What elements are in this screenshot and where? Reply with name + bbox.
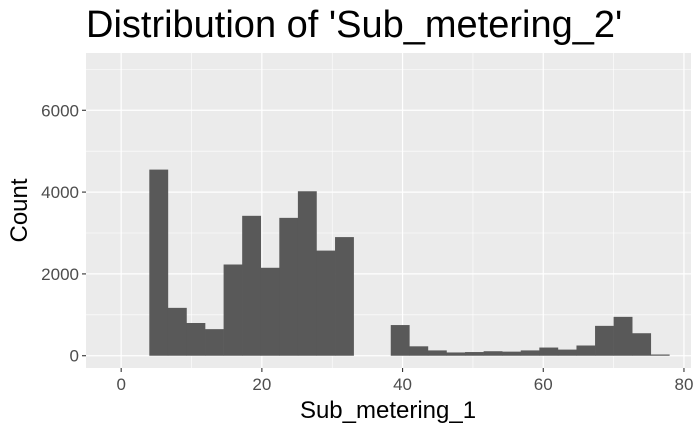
histogram-bar <box>539 347 559 356</box>
x-tick-label: 80 <box>675 375 694 394</box>
y-tick-label: 4000 <box>41 183 79 202</box>
histogram-bar <box>613 316 633 356</box>
histogram-bar <box>632 333 652 356</box>
y-axis: 0 2000 4000 6000 <box>41 101 86 366</box>
y-axis-title: Count <box>6 178 33 242</box>
x-tick-label: 0 <box>116 375 125 394</box>
histogram-bar <box>520 350 540 356</box>
histogram-bar <box>650 354 670 356</box>
histogram-bar <box>427 350 447 356</box>
x-tick-label: 40 <box>393 375 412 394</box>
histogram-bar <box>223 264 243 356</box>
histogram-bar <box>279 217 299 356</box>
histogram-bar <box>465 352 484 356</box>
histogram-bar <box>316 250 336 356</box>
histogram-bar <box>242 215 262 356</box>
histogram-bar <box>446 352 466 356</box>
y-tick-label: 6000 <box>41 101 79 120</box>
histogram-bar <box>557 349 577 356</box>
histogram-bar <box>576 345 596 356</box>
x-axis: 0 20 40 60 80 <box>116 368 693 394</box>
y-tick-label: 0 <box>70 347 79 366</box>
plot-panel <box>86 53 691 368</box>
histogram-bar <box>409 346 429 356</box>
histogram-bar <box>390 325 410 356</box>
chart-title: Distribution of 'Sub_metering_2' <box>86 4 622 46</box>
x-axis-title: Sub_metering_1 <box>300 397 476 424</box>
histogram-bar <box>335 237 354 356</box>
x-tick-label: 60 <box>534 375 553 394</box>
histogram-bar <box>149 169 169 356</box>
histogram-bar <box>186 323 206 356</box>
histogram-bar <box>167 307 187 356</box>
x-tick-label: 20 <box>252 375 271 394</box>
histogram-bars <box>149 169 670 356</box>
histogram-bar <box>595 325 614 356</box>
grid-lines <box>86 53 691 368</box>
histogram-bar <box>260 267 280 356</box>
y-tick-label: 2000 <box>41 265 79 284</box>
histogram-bar <box>483 351 503 356</box>
histogram-bar <box>502 351 522 356</box>
histogram-bar <box>205 329 224 356</box>
histogram-bar <box>297 191 317 356</box>
